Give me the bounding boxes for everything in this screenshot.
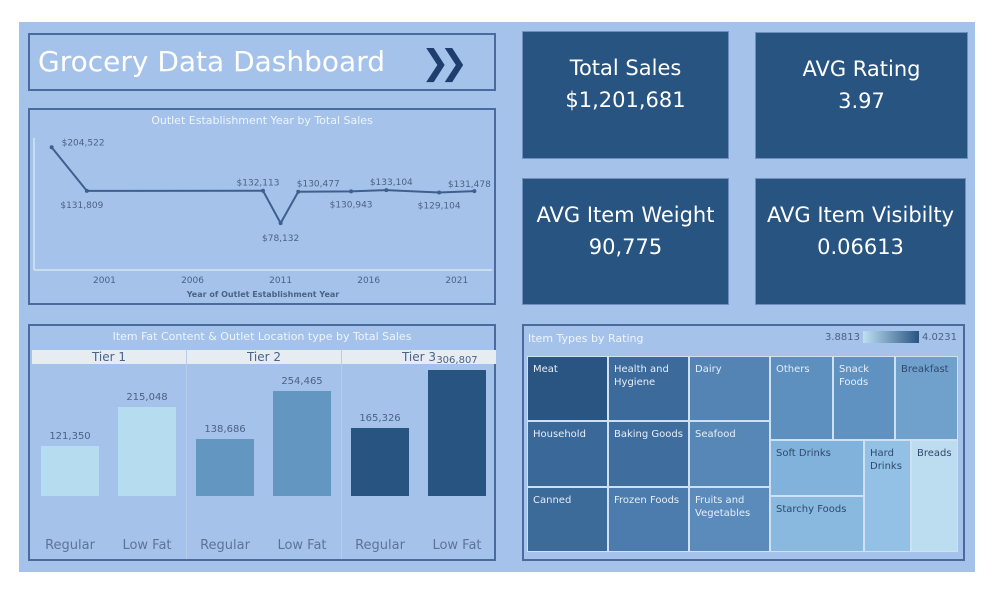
divider: [186, 350, 187, 559]
treemap-tile[interactable]: Others: [770, 356, 833, 440]
data-point: [261, 188, 265, 193]
bar-chart-title: Item Fat Content & Outlet Location type …: [112, 330, 412, 343]
data-label: $132,113: [237, 179, 280, 189]
treemap-tile[interactable]: Snack Foods: [833, 356, 895, 440]
data-point: [472, 189, 477, 194]
line-chart: $204,522 $131,809 $132,113 $78,132 $130,477 $…: [33, 138, 492, 299]
bar-value-label: 165,326: [359, 412, 401, 424]
treemap-tile[interactable]: Baking Goods: [608, 421, 689, 487]
page-title: Grocery Data Dashboard: [38, 45, 385, 78]
treemap-tile[interactable]: Dairy: [689, 356, 770, 421]
legend-gradient: [863, 331, 919, 343]
data-point: [49, 145, 54, 150]
data-label: $130,477: [297, 180, 340, 190]
divider: [341, 350, 342, 559]
data-point: [437, 190, 442, 195]
kpi-label: AVG Item Visibilty: [767, 203, 954, 227]
x-category-label: Regular: [200, 538, 250, 553]
bar: [118, 407, 176, 496]
legend-min: 3.8813: [825, 331, 860, 343]
treemap-tile[interactable]: Breads: [911, 440, 958, 552]
treemap-tile[interactable]: Canned: [527, 487, 608, 552]
x-axis-label: Year of Outlet Establishment Year: [186, 290, 340, 299]
treemap-tile[interactable]: Starchy Foods: [770, 496, 864, 552]
tier-header: Tier 3: [342, 350, 496, 364]
bar-value-label: 215,048: [126, 392, 168, 404]
color-legend: 3.8813 4.0231: [825, 331, 957, 343]
x-category-label: Low Fat: [122, 538, 172, 553]
kpi-label: AVG Rating: [802, 57, 921, 81]
treemap-tile[interactable]: Meat: [527, 356, 608, 421]
kpi-value: $1,201,681: [565, 88, 686, 112]
x-tick-label: 2006: [181, 276, 204, 286]
kpi-avg-item-weight: AVG Item Weight 90,775: [522, 178, 729, 305]
kpi-total-sales: Total Sales $1,201,681: [522, 31, 729, 159]
data-point: [278, 221, 283, 226]
x-tick-label: 2001: [93, 276, 116, 286]
bar: [41, 445, 99, 496]
tier-header: Tier 2: [187, 350, 341, 364]
kpi-value: 90,775: [588, 235, 663, 259]
treemap-tile[interactable]: Seafood: [689, 421, 770, 487]
treemap-panel: Item Types by Rating 3.8813 4.0231 Meat H…: [522, 324, 965, 561]
legend-max: 4.0231: [922, 331, 957, 343]
kpi-value: 3.97: [838, 89, 885, 113]
data-point: [384, 188, 389, 193]
double-chevron-right-icon[interactable]: ❯❯: [421, 43, 468, 83]
kpi-value: 0.06613: [817, 235, 904, 259]
treemap-tile[interactable]: Fruits and Vegetables: [689, 487, 770, 552]
x-category-label: Regular: [355, 538, 405, 553]
bar: [428, 369, 486, 496]
bar: [351, 427, 409, 496]
kpi-label: Total Sales: [569, 56, 682, 80]
data-label: $131,809: [60, 201, 103, 211]
treemap-title: Item Types by Rating: [528, 332, 644, 345]
data-label: $130,943: [330, 200, 373, 210]
treemap-tile[interactable]: Hard Drinks: [864, 440, 911, 552]
x-tick-label: 2016: [357, 276, 380, 286]
kpi-label: AVG Item Weight: [536, 203, 715, 227]
line-chart-title: Outlet Establishment Year by Total Sales: [151, 114, 373, 127]
x-category-label: Low Fat: [432, 538, 482, 553]
data-label: $204,522: [62, 138, 105, 148]
kpi-avg-item-visibility: AVG Item Visibilty 0.06613: [755, 178, 966, 305]
x-tick-label: 2011: [269, 276, 292, 286]
data-label: $131,478: [448, 180, 491, 190]
bar-value-label: 138,686: [204, 423, 246, 435]
line-chart-panel: Outlet Establishment Year by Total Sales…: [28, 108, 496, 305]
bar: [273, 391, 331, 496]
x-category-label: Regular: [45, 538, 95, 553]
bar-chart-panel: Item Fat Content & Outlet Location type …: [28, 324, 496, 561]
bar-value-label: 306,807: [436, 354, 478, 366]
data-point: [349, 189, 354, 194]
treemap-tile[interactable]: Health and Hygiene: [608, 356, 689, 421]
treemap-tile[interactable]: Soft Drinks: [770, 440, 864, 496]
title-box: Grocery Data Dashboard ❯❯: [28, 33, 496, 91]
x-tick-label: 2021: [445, 276, 468, 286]
data-point: [296, 189, 301, 194]
bar-value-label: 254,465: [281, 376, 323, 388]
bar: [196, 438, 254, 496]
treemap-tile[interactable]: Frozen Foods: [608, 487, 689, 552]
treemap-tile[interactable]: Household: [527, 421, 608, 487]
data-label: $133,104: [370, 178, 413, 188]
data-label: $78,132: [262, 234, 299, 244]
treemap-tile[interactable]: Breakfast: [895, 356, 958, 440]
x-category-label: Low Fat: [277, 538, 327, 553]
kpi-avg-rating: AVG Rating 3.97: [755, 32, 968, 159]
tier-header: Tier 1: [32, 350, 186, 364]
bar-value-label: 121,350: [49, 430, 91, 442]
data-label: $129,104: [418, 202, 461, 212]
data-point: [84, 188, 89, 193]
